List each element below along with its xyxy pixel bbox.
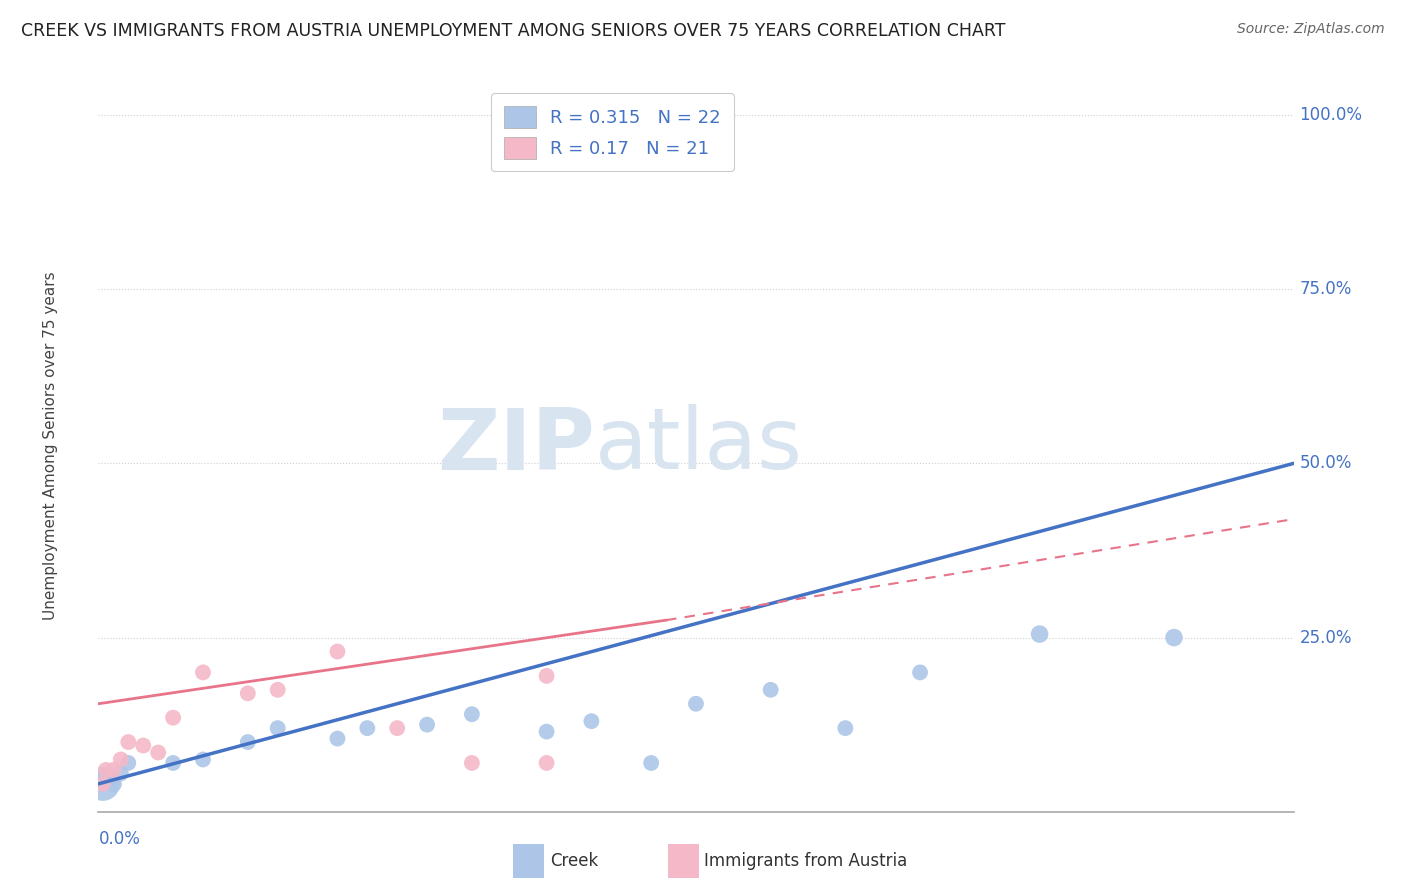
Point bbox=[356, 721, 378, 735]
Text: 25.0%: 25.0% bbox=[1299, 629, 1353, 647]
Point bbox=[191, 665, 214, 680]
Point bbox=[461, 756, 484, 770]
Point bbox=[908, 665, 931, 680]
Legend: R = 0.315   N = 22, R = 0.17   N = 21: R = 0.315 N = 22, R = 0.17 N = 21 bbox=[491, 93, 734, 171]
Point bbox=[461, 707, 484, 722]
Text: CREEK VS IMMIGRANTS FROM AUSTRIA UNEMPLOYMENT AMONG SENIORS OVER 75 YEARS CORREL: CREEK VS IMMIGRANTS FROM AUSTRIA UNEMPLO… bbox=[21, 22, 1005, 40]
Point bbox=[236, 686, 259, 700]
Point bbox=[759, 682, 782, 697]
Point bbox=[1028, 627, 1050, 641]
Point bbox=[96, 770, 118, 784]
Point bbox=[536, 756, 558, 770]
Point bbox=[416, 717, 439, 731]
Point bbox=[162, 756, 184, 770]
Point bbox=[117, 735, 139, 749]
Point bbox=[148, 746, 170, 760]
Point bbox=[326, 644, 349, 658]
Point bbox=[267, 682, 290, 697]
Point bbox=[685, 697, 707, 711]
Text: ZIP: ZIP bbox=[437, 404, 595, 488]
Point bbox=[117, 756, 139, 770]
Text: Source: ZipAtlas.com: Source: ZipAtlas.com bbox=[1237, 22, 1385, 37]
Point bbox=[267, 721, 290, 735]
Text: atlas: atlas bbox=[595, 404, 803, 488]
Text: 50.0%: 50.0% bbox=[1299, 454, 1353, 473]
Point bbox=[1163, 631, 1185, 645]
Point bbox=[536, 724, 558, 739]
Point bbox=[834, 721, 856, 735]
Text: Creek: Creek bbox=[550, 852, 598, 870]
Point bbox=[91, 777, 114, 791]
Point bbox=[94, 763, 117, 777]
Point bbox=[191, 752, 214, 766]
Point bbox=[581, 714, 603, 728]
Point bbox=[236, 735, 259, 749]
Point bbox=[103, 777, 125, 791]
Point bbox=[91, 777, 114, 791]
Point bbox=[385, 721, 409, 735]
Text: 75.0%: 75.0% bbox=[1299, 280, 1353, 298]
Text: 100.0%: 100.0% bbox=[1299, 106, 1362, 124]
Point bbox=[162, 711, 184, 725]
Point bbox=[110, 766, 132, 780]
Point bbox=[110, 752, 132, 766]
Text: Immigrants from Austria: Immigrants from Austria bbox=[704, 852, 908, 870]
Point bbox=[536, 669, 558, 683]
Point bbox=[103, 763, 125, 777]
Text: 0.0%: 0.0% bbox=[98, 830, 141, 848]
Text: Unemployment Among Seniors over 75 years: Unemployment Among Seniors over 75 years bbox=[44, 272, 58, 620]
Point bbox=[132, 739, 155, 753]
Point bbox=[640, 756, 662, 770]
Point bbox=[326, 731, 349, 746]
